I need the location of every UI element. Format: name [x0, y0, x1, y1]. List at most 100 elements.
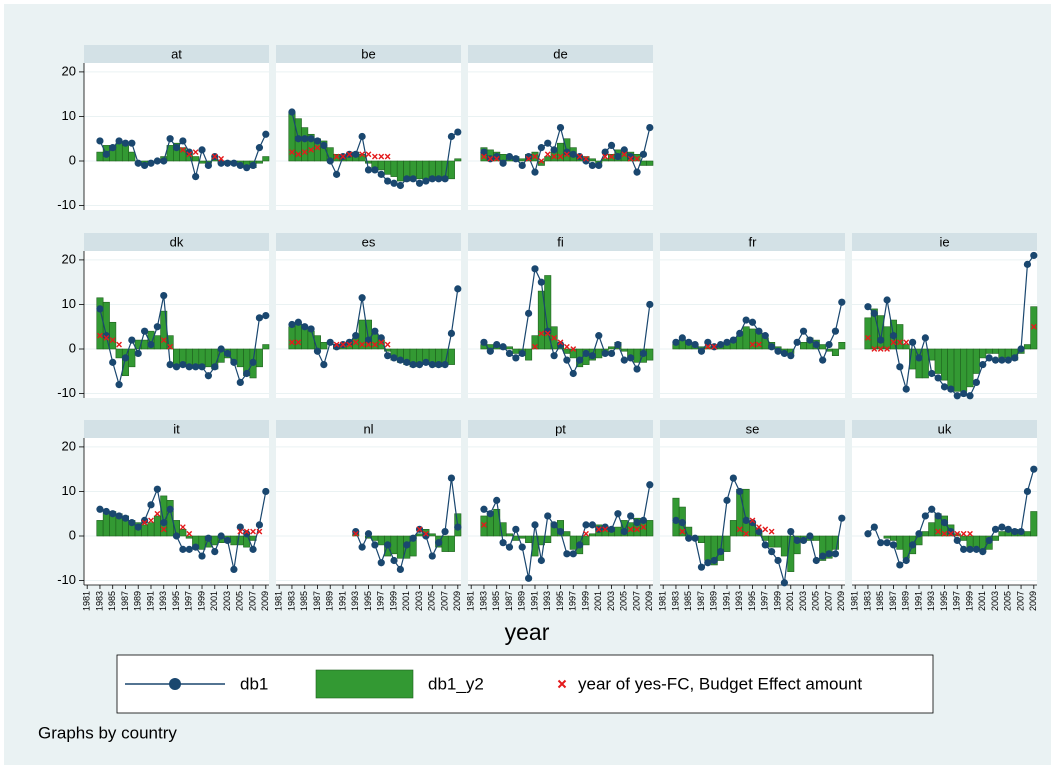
bar — [198, 348, 206, 365]
point — [979, 360, 987, 369]
point — [838, 514, 846, 522]
marker — [960, 530, 967, 537]
point — [447, 329, 456, 338]
panel-strip — [468, 45, 653, 63]
point — [588, 352, 596, 360]
point — [403, 358, 411, 366]
marker — [333, 153, 340, 160]
point — [96, 137, 104, 145]
point — [255, 314, 264, 322]
x-tick-label: 2005 — [811, 591, 821, 611]
point — [345, 338, 353, 346]
point — [160, 291, 168, 300]
point — [998, 356, 1006, 364]
point — [326, 338, 334, 346]
panel: de — [468, 45, 654, 210]
bar — [96, 520, 104, 537]
point — [883, 296, 891, 304]
bar — [480, 515, 488, 537]
bar — [934, 348, 942, 374]
point — [960, 545, 968, 553]
x-tick-label: 2003 — [990, 591, 1000, 611]
bar — [921, 531, 929, 537]
point — [384, 177, 392, 185]
point — [1011, 354, 1019, 362]
point — [672, 338, 680, 346]
point — [1030, 465, 1038, 473]
point — [985, 354, 993, 362]
bar — [896, 324, 904, 350]
point — [493, 340, 501, 349]
x-tick-label: 1993 — [734, 591, 744, 611]
point — [288, 108, 296, 116]
legend-label: year of yes-FC, Budget Effect amount — [578, 674, 862, 693]
x-tick-label: 2009 — [260, 591, 270, 611]
marker — [141, 519, 148, 526]
point — [928, 505, 936, 513]
bar — [1030, 306, 1038, 350]
point — [947, 385, 955, 393]
point — [825, 550, 833, 558]
marker — [627, 526, 634, 533]
x-tick-label: 1997 — [376, 591, 386, 611]
panel: es — [276, 233, 462, 398]
marker — [423, 530, 429, 537]
point — [333, 170, 341, 178]
x-tick-label: 1987 — [312, 591, 322, 611]
x-tick-label: 2009 — [452, 591, 462, 611]
marker — [295, 339, 302, 346]
panel-strip — [276, 233, 461, 251]
marker — [877, 346, 884, 352]
bar — [972, 348, 980, 374]
panel: ie — [852, 233, 1038, 400]
point — [1011, 527, 1019, 536]
x-tick-label: 2007 — [823, 591, 833, 611]
plot-area — [276, 438, 461, 585]
point — [435, 360, 443, 369]
marker — [602, 526, 609, 533]
bar — [921, 348, 929, 379]
point — [531, 521, 539, 529]
bar — [736, 335, 744, 350]
point — [569, 369, 577, 378]
x-tick-label: 1993 — [350, 591, 360, 611]
marker — [563, 151, 570, 158]
point — [544, 139, 552, 147]
x-tick-label: 1985 — [491, 591, 501, 611]
panel-title: pt — [555, 421, 566, 436]
point — [512, 155, 520, 163]
x-tick-label: 1989 — [901, 591, 911, 611]
point — [537, 144, 545, 152]
x-tick-label: 1987 — [120, 591, 130, 611]
bar — [883, 326, 891, 350]
bar — [646, 520, 654, 537]
point — [217, 345, 225, 353]
bar — [608, 154, 616, 162]
bar — [614, 526, 622, 537]
point — [717, 547, 725, 556]
point — [582, 521, 590, 529]
point — [134, 349, 142, 358]
point — [1030, 251, 1038, 260]
point — [620, 527, 628, 536]
marker — [544, 330, 551, 337]
point — [537, 278, 545, 286]
panel: fr — [660, 233, 846, 398]
point — [115, 381, 123, 389]
marker — [551, 334, 558, 341]
bar — [569, 535, 577, 550]
point — [525, 309, 533, 317]
marker — [218, 155, 225, 162]
x-tick-label: 2009 — [836, 591, 846, 611]
point — [179, 360, 187, 369]
panel-title: de — [553, 46, 567, 61]
marker — [871, 346, 878, 352]
point — [889, 332, 898, 340]
point — [953, 392, 961, 400]
point — [627, 354, 635, 362]
marker — [608, 153, 615, 160]
point — [940, 519, 949, 527]
y-tick-label: 10 — [62, 483, 76, 498]
point — [793, 338, 801, 346]
bar — [320, 342, 328, 350]
